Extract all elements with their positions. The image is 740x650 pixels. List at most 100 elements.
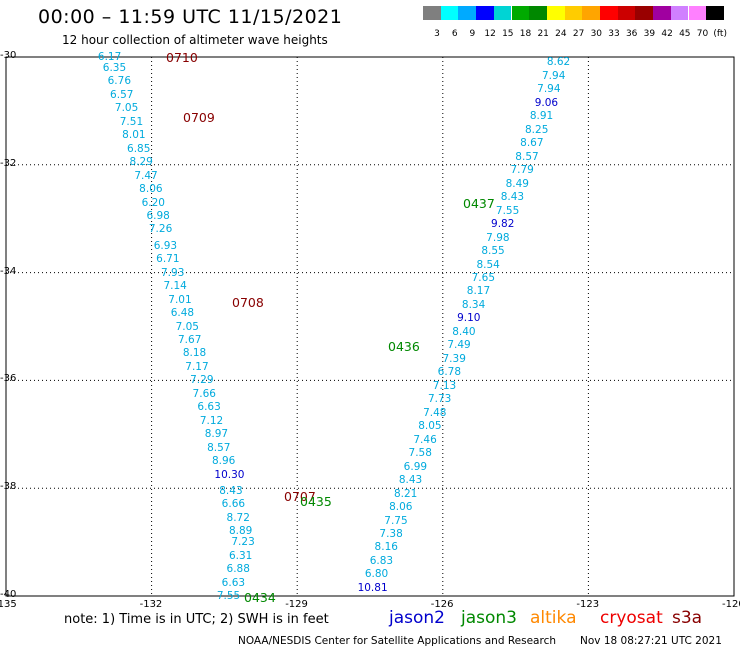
swh-value-label: 8.29: [129, 156, 153, 169]
swh-value-label: 8.97: [204, 428, 229, 441]
y-tick-label: -30: [0, 50, 17, 61]
swh-value-label: 7.38: [379, 528, 403, 540]
swh-value-label: 8.89: [228, 525, 253, 538]
x-tick-label: -135: [0, 599, 17, 610]
x-tick-label: -123: [576, 599, 600, 610]
swh-value-label: 7.55: [495, 204, 520, 217]
swh-value-label: 6.71: [156, 253, 180, 266]
x-tick-label: -126: [430, 599, 454, 610]
color-scale-label: (ft): [713, 29, 727, 39]
pass-time-label: 0437: [463, 196, 495, 211]
color-swatch: [635, 6, 654, 20]
color-swatch: [617, 6, 636, 20]
swh-value-label: 10.81: [357, 581, 388, 594]
swh-value-label: 7.13: [432, 379, 457, 392]
swh-value-label: 7.49: [447, 339, 471, 352]
color-scale-label: 36: [625, 29, 638, 39]
swh-value-label: 6.76: [107, 75, 132, 88]
pass-time-label: 0708: [232, 295, 264, 310]
swh-value-label: 8.96: [211, 455, 236, 468]
color-scale-label: 18: [519, 29, 532, 39]
swh-value-label: 10.30: [214, 468, 245, 481]
swh-value-label: 8.06: [139, 183, 163, 196]
swh-value-label: 6.48: [170, 307, 195, 320]
swh-value-label: 7.66: [192, 387, 216, 400]
swh-value-label: 7.47: [134, 169, 158, 182]
swh-value-label: 8.57: [207, 441, 231, 454]
swh-value-label: 7.05: [175, 320, 199, 333]
swh-value-label: 6.57: [110, 88, 134, 101]
chart-title: 00:00 – 11:59 UTC 11/15/2021: [38, 6, 343, 28]
swh-value-label: 7.94: [537, 83, 561, 96]
swh-value-label: 9.10: [457, 312, 481, 325]
color-swatch: [582, 6, 600, 20]
pass-time-label: 0434: [244, 590, 276, 605]
y-tick-label: -36: [0, 373, 17, 385]
units-note: note: 1) Time is in UTC; 2) SWH is in fe…: [64, 612, 329, 627]
swh-value-label: 6.35: [102, 61, 127, 74]
swh-value-label: 8.62: [546, 56, 571, 69]
swh-value-label: 6.93: [153, 239, 178, 252]
swh-value-label: 7.17: [185, 360, 209, 373]
generated-timestamp: Nov 18 08:27:21 UTC 2021: [580, 635, 722, 647]
swh-value-label: 7.48: [423, 406, 447, 419]
swh-value-label: 8.72: [226, 511, 250, 524]
swh-value-label: 9.06: [534, 96, 559, 109]
swh-value-label: 7.51: [119, 115, 144, 128]
pass-time-label: 0710: [166, 50, 198, 65]
swh-value-label: 6.63: [221, 576, 246, 589]
swh-value-label: 7.46: [413, 433, 437, 446]
color-swatch: [423, 6, 441, 20]
color-scale-label: 30: [590, 29, 603, 39]
color-swatch: [546, 6, 565, 20]
swh-value-label: 8.01: [122, 129, 146, 142]
swh-value-label: 8.55: [481, 245, 505, 258]
color-swatch: [706, 6, 724, 20]
swh-value-label: 7.55: [216, 590, 241, 602]
swh-value-label: 8.18: [182, 347, 207, 360]
swh-value-label: 8.21: [393, 487, 418, 500]
swh-value-label: 6.78: [437, 366, 462, 379]
satellite-legend-altika: altika: [530, 608, 577, 628]
swh-value-label: 6.66: [221, 498, 246, 511]
swh-value-label: 7.67: [178, 333, 202, 346]
satellite-legend-jason3: jason3: [461, 608, 517, 628]
swh-value-label: 7.14: [163, 280, 187, 293]
swh-value-label: 8.49: [505, 177, 529, 190]
color-swatch: [529, 6, 547, 20]
swh-value-label: 7.12: [199, 414, 224, 427]
swh-value-label: 9.82: [491, 218, 515, 231]
x-tick-label: -129: [285, 599, 308, 610]
swh-value-label: 7.39: [442, 352, 466, 365]
swh-value-label: 6.63: [197, 401, 221, 414]
swh-value-label: 8.43: [398, 474, 423, 487]
satellite-legend-s3a: s3a: [672, 608, 703, 628]
chart-subtitle: 12 hour collection of altimeter wave hei…: [62, 33, 328, 47]
swh-value-label: 8.54: [476, 258, 500, 271]
color-scale-label: 45: [679, 29, 691, 39]
color-scale-label: 15: [502, 29, 514, 39]
swh-value-label: 7.26: [148, 223, 173, 236]
swh-value-label: 7.01: [168, 293, 192, 306]
swh-value-label: 7.98: [486, 231, 510, 244]
swh-value-label: 8.91: [529, 110, 554, 123]
y-tick-label: -32: [0, 157, 17, 169]
swh-value-label: 6.85: [127, 142, 151, 155]
plot-frame: [5, 56, 735, 597]
swh-value-label: 6.80: [364, 568, 389, 581]
swh-value-label: 6.88: [226, 563, 250, 576]
x-tick-label: -132: [139, 599, 163, 610]
y-tick-label: -40: [0, 589, 17, 600]
color-swatch: [476, 6, 494, 20]
color-scale-label: 24: [555, 29, 567, 39]
color-scale-label: 27: [572, 29, 585, 39]
satellite-legend-jason2: jason2: [389, 608, 445, 628]
swh-value-label: 8.43: [500, 191, 525, 204]
satellite-legend-cryosat: cryosat: [600, 608, 663, 628]
color-swatch: [493, 6, 512, 20]
swh-value-label: 7.75: [384, 514, 408, 527]
pass-time-label: 0435: [300, 494, 332, 509]
swh-value-label: 6.20: [141, 196, 165, 209]
swh-value-label: 7.94: [542, 69, 566, 82]
